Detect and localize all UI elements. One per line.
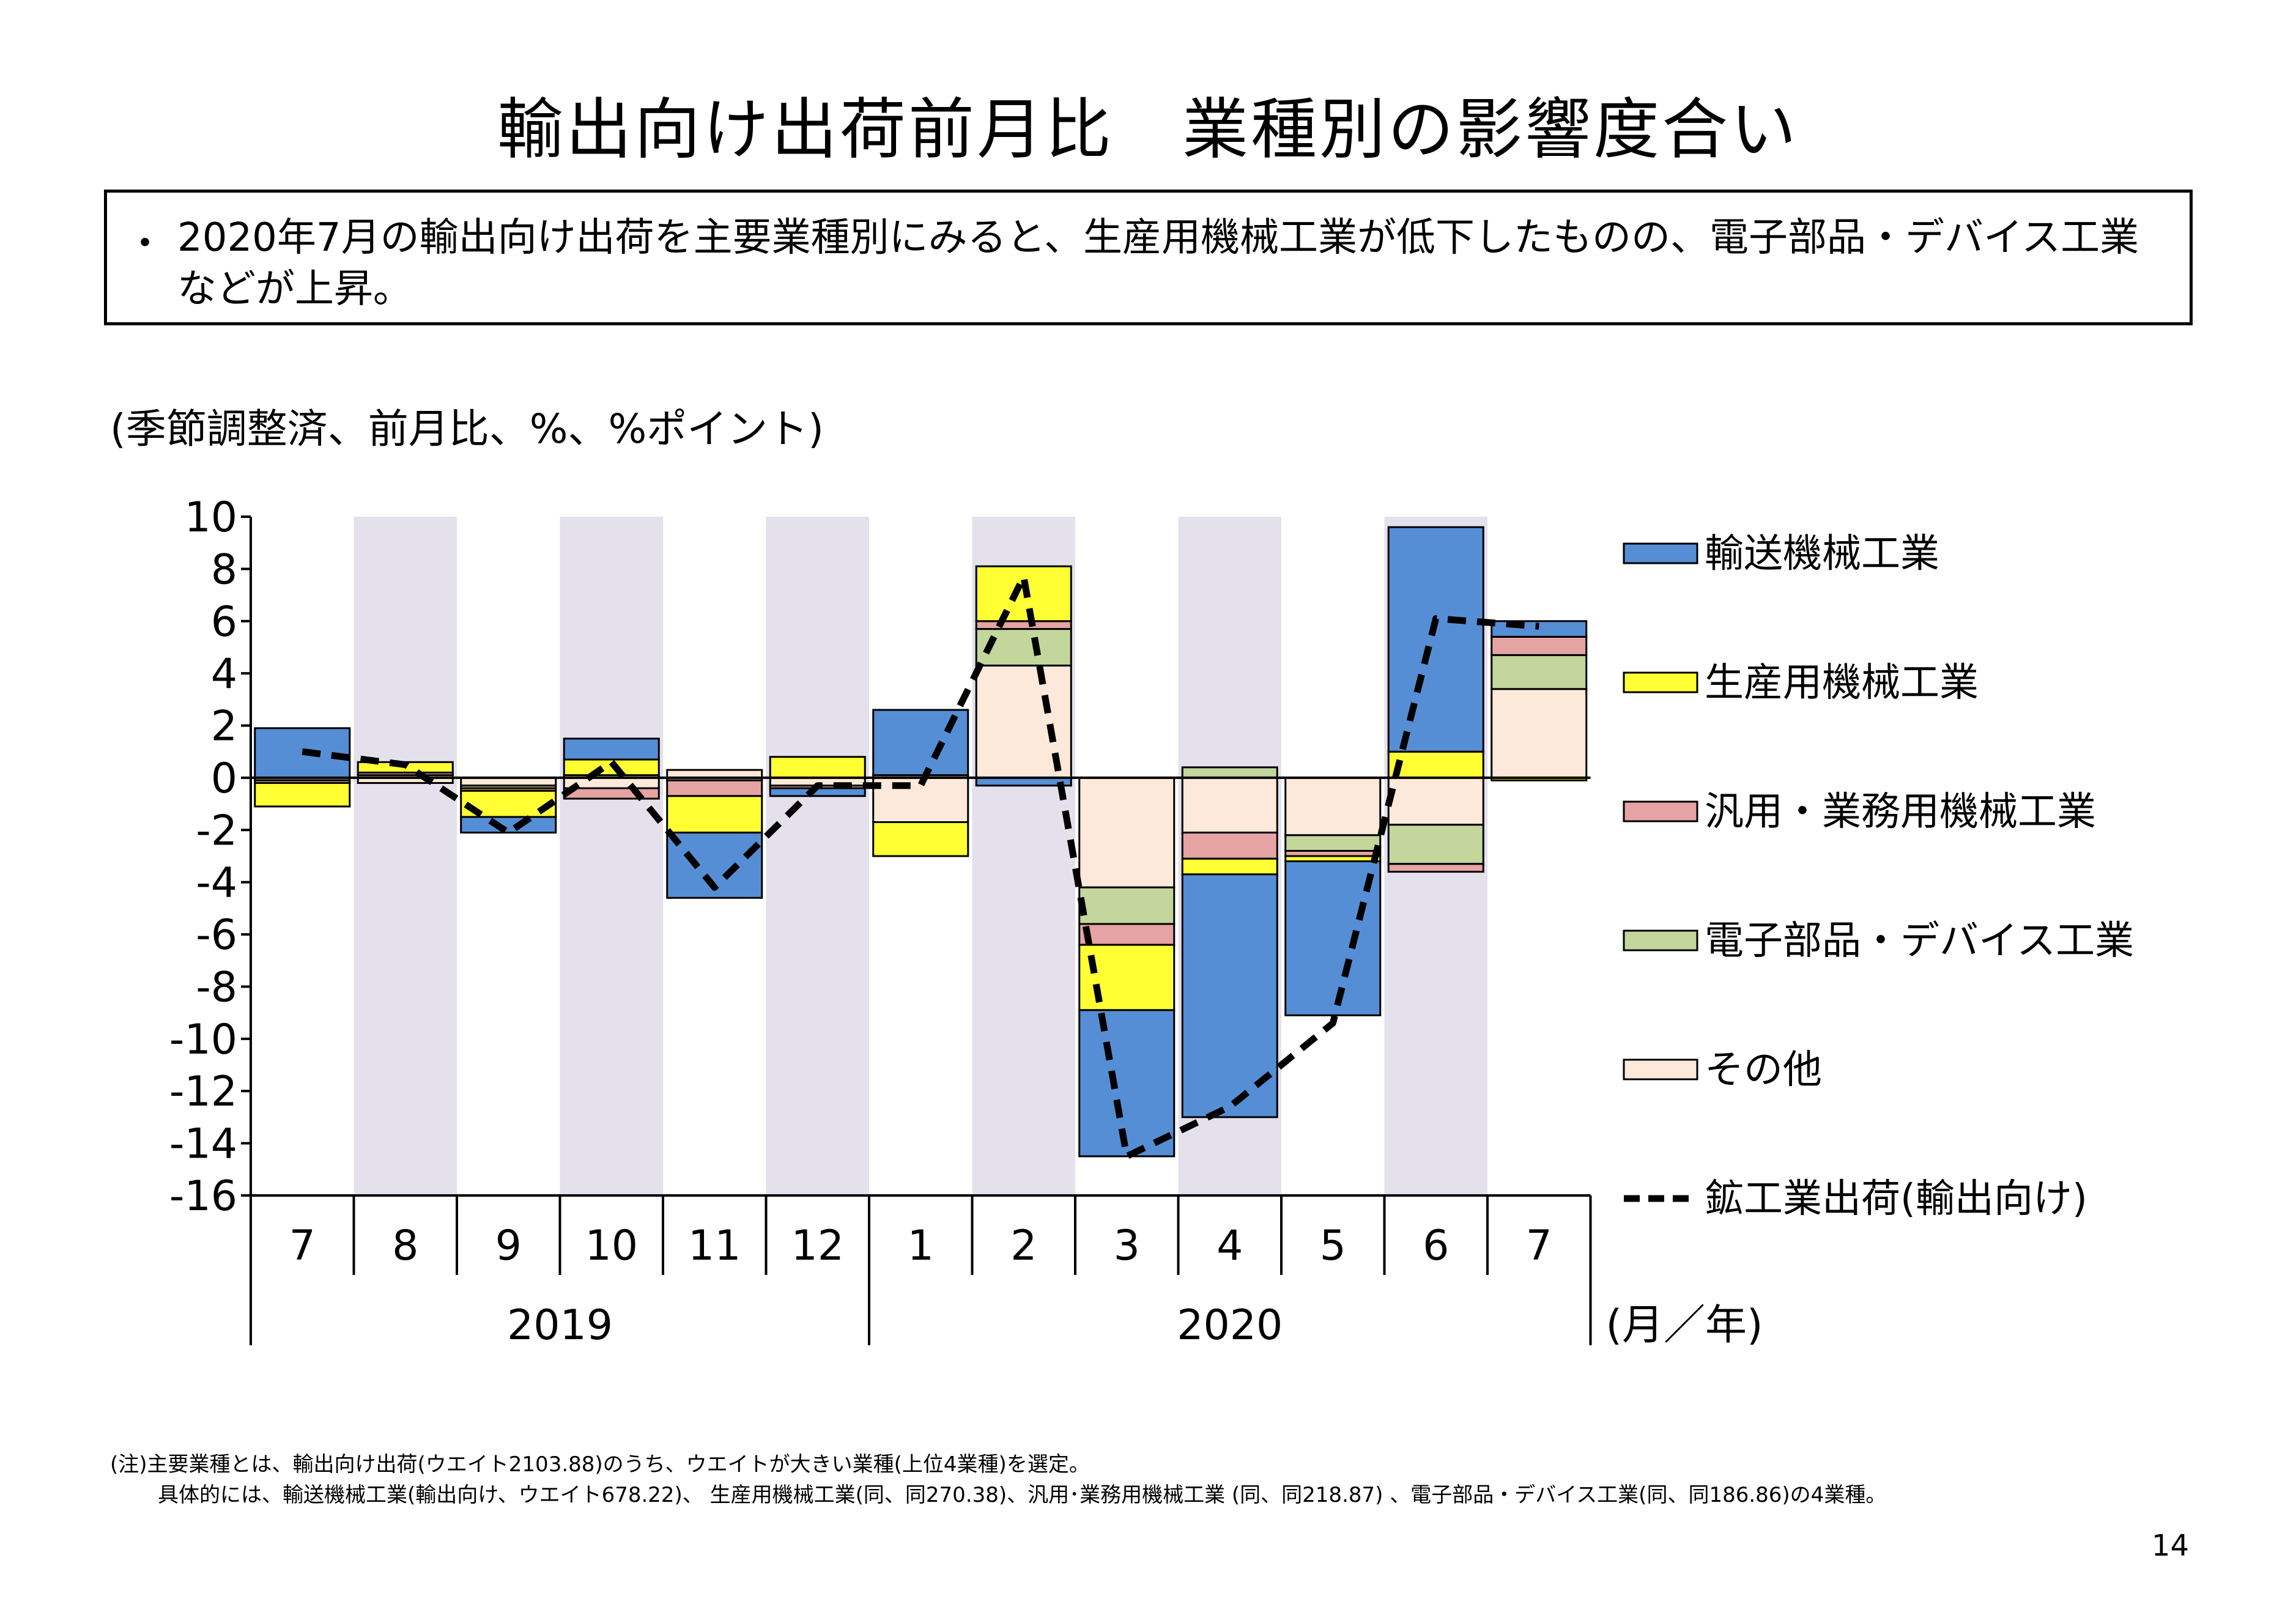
- bar-segment-10-1: [1284, 834, 1382, 852]
- bar-segment-10-0: [1284, 777, 1382, 837]
- legend-label-3: 電子部品・デバイス工業: [1705, 918, 2134, 964]
- bar-segment-4-2: [666, 779, 763, 797]
- footnote-line-2: 具体的には、輸送機械工業(輸出向け、ウエイト678.22)、 生産用機械工業(同…: [158, 1483, 1887, 1507]
- y-tick-label: 6: [211, 598, 237, 646]
- bar-segment-11-0: [1387, 777, 1484, 826]
- x-tick-label-8: 3: [1114, 1222, 1140, 1270]
- x-tick-label-2: 9: [495, 1222, 522, 1270]
- axes-layer: [241, 515, 1592, 1345]
- legend-label-1: 生産用機械工業: [1705, 660, 1979, 706]
- bar-segment-12-2: [1491, 635, 1588, 656]
- bar-segment-12-1: [1491, 654, 1588, 690]
- legend-swatch-0: [1623, 542, 1698, 564]
- y-tick-label: 10: [184, 493, 237, 542]
- shade-band-1: [354, 517, 457, 1195]
- legend-label-4: その他: [1705, 1047, 1822, 1093]
- unit-note: (季節調整済、前月比、%、%ポイント): [110, 405, 824, 453]
- page-title: 輸出向け出荷前月比 業種別の影響度合い: [497, 92, 1799, 168]
- bar-segment-8-1: [1078, 886, 1176, 925]
- y-tick-label: 4: [211, 650, 237, 698]
- page-number: 14: [2151, 1529, 2189, 1563]
- x-tick-label-11: 6: [1423, 1222, 1449, 1270]
- bar-segment-12-0: [1491, 688, 1588, 779]
- y-tick-label: -4: [196, 859, 237, 907]
- x-tick-label-7: 2: [1010, 1222, 1037, 1270]
- bar-segment-9-4: [1181, 873, 1278, 1118]
- bar-segment-3-4: [563, 737, 660, 761]
- footnote: (注)主要業種とは、輸出向け出荷(ウエイト2103.88)のうち、ウエイトが大き…: [110, 1449, 1886, 1510]
- legend-swatch-3: [1623, 929, 1698, 951]
- bar-segment-11-4: [1387, 526, 1484, 753]
- bar-segment-8-4: [1078, 1009, 1176, 1158]
- x-tick-label-10: 5: [1320, 1222, 1346, 1270]
- y-tick-label: -6: [196, 911, 237, 959]
- bar-segment-5-3: [769, 756, 866, 779]
- y-tick-label: -16: [169, 1172, 237, 1221]
- bar-segment-7-2: [975, 620, 1072, 630]
- legend-label-2: 汎用・業務用機械工業: [1705, 789, 2096, 835]
- shade-band-3: [560, 517, 663, 1195]
- x-tick-label-9: 4: [1217, 1222, 1243, 1270]
- bar-segment-3-2: [563, 787, 660, 800]
- bar-segment-8-3: [1078, 944, 1176, 1011]
- y-tick-label: -8: [196, 963, 237, 1011]
- legend-swatch-1: [1623, 671, 1698, 693]
- footnote-line-1: (注)主要業種とは、輸出向け出荷(ウエイト2103.88)のうち、ウエイトが大き…: [110, 1452, 1090, 1477]
- x-tick-label-0: 7: [289, 1222, 316, 1270]
- y-tick-label: 8: [211, 545, 237, 594]
- bar-segment-11-3: [1387, 750, 1484, 779]
- bar-segment-9-0: [1181, 777, 1278, 834]
- y-tick-label: -14: [169, 1120, 237, 1169]
- legend-label-0: 輸送機械工業: [1705, 531, 1939, 577]
- bar-segment-6-3: [872, 821, 969, 857]
- bar-segment-8-0: [1078, 777, 1176, 888]
- x-tick-label-5: 12: [791, 1222, 844, 1270]
- x-tick-label-6: 1: [908, 1222, 934, 1270]
- x-tick-label-3: 10: [585, 1222, 638, 1270]
- summary-text: 2020年7月の輸出向け出荷を主要業種別にみると、生産用機械工業が低下したものの…: [177, 215, 2139, 312]
- y-tick-label: -10: [169, 1016, 237, 1064]
- line-layer: [302, 573, 1539, 1160]
- shade-band-5: [766, 517, 869, 1195]
- y-tick-label: 2: [211, 703, 237, 751]
- x-axis-unit: (月／年): [1606, 1301, 1763, 1350]
- y-tick-label: -12: [169, 1068, 237, 1116]
- year-label-0: 2019: [507, 1301, 613, 1350]
- y-tick-label: 0: [211, 755, 237, 803]
- summary-bullet: ・: [125, 221, 165, 267]
- bar-segment-9-3: [1181, 857, 1278, 876]
- bar-segment-9-2: [1181, 832, 1278, 860]
- y-tick-label: -2: [196, 807, 237, 855]
- bar-segment-9-1: [1181, 766, 1278, 779]
- bar-segment-8-2: [1078, 923, 1176, 946]
- bar-segment-4-3: [666, 795, 763, 834]
- legend-label-5: 鉱工業出荷(輸出向け): [1705, 1177, 2087, 1222]
- bar-segment-2-4: [460, 816, 557, 834]
- summary-box: ・ 2020年7月の輸出向け出荷を主要業種別にみると、生産用機械工業が低下したも…: [104, 190, 2193, 325]
- x-tick-label-1: 8: [392, 1222, 418, 1270]
- legend: 輸送機械工業生産用機械工業汎用・業務用機械工業電子部品・デバイス工業その他鉱工業…: [1623, 531, 2134, 1222]
- bar-segment-11-1: [1387, 824, 1484, 865]
- bar-segment-0-3: [254, 781, 351, 808]
- legend-swatch-4: [1623, 1058, 1698, 1081]
- year-label-1: 2020: [1177, 1301, 1283, 1350]
- legend-swatch-2: [1623, 800, 1698, 822]
- bar-segment-11-2: [1387, 863, 1484, 873]
- x-tick-label-4: 11: [688, 1222, 741, 1270]
- x-tick-label-12: 7: [1526, 1222, 1552, 1270]
- line-series-path: [302, 573, 1539, 1160]
